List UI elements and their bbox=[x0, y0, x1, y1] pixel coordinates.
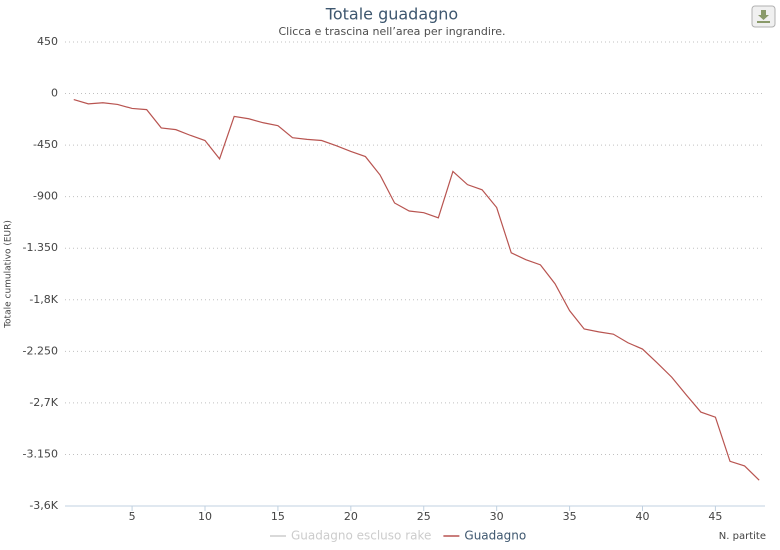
y-tick-label: -2.250 bbox=[23, 344, 58, 357]
y-tick-label: -450 bbox=[33, 138, 58, 151]
y-tick-label: -900 bbox=[33, 190, 58, 203]
x-tick-label: 25 bbox=[417, 510, 431, 523]
y-tick-label: 0 bbox=[51, 87, 58, 100]
y-tick-label: -3,6K bbox=[29, 499, 58, 512]
x-tick-label: 10 bbox=[198, 510, 212, 523]
x-tick-label: 35 bbox=[563, 510, 577, 523]
y-tick-label: -3.150 bbox=[23, 447, 58, 460]
y-tick-label: 450 bbox=[37, 35, 58, 48]
export-button[interactable] bbox=[751, 5, 776, 28]
chart-title: Totale guadagno bbox=[325, 5, 458, 24]
x-tick-label: 20 bbox=[344, 510, 358, 523]
x-tick-label: 30 bbox=[490, 510, 504, 523]
y-axis-label: Totale cumulativo (EUR) bbox=[4, 220, 14, 329]
x-axis-label: N. partite bbox=[719, 531, 766, 542]
x-tick-label: 45 bbox=[708, 510, 722, 523]
legend-entry[interactable]: Guadagno bbox=[464, 529, 526, 543]
legend-entry[interactable]: Guadagno escluso rake bbox=[291, 529, 431, 543]
y-tick-label: -1,8K bbox=[29, 293, 58, 306]
y-tick-label: -1.350 bbox=[23, 241, 58, 254]
line-series bbox=[73, 98, 760, 481]
x-tick-label: 5 bbox=[129, 510, 136, 523]
chart-subtitle: Clicca e trascina nell’area per ingrandi… bbox=[279, 25, 506, 38]
x-tick-label: 15 bbox=[271, 510, 285, 523]
y-tick-label: -2,7K bbox=[29, 396, 58, 409]
x-tick-label: 40 bbox=[636, 510, 650, 523]
